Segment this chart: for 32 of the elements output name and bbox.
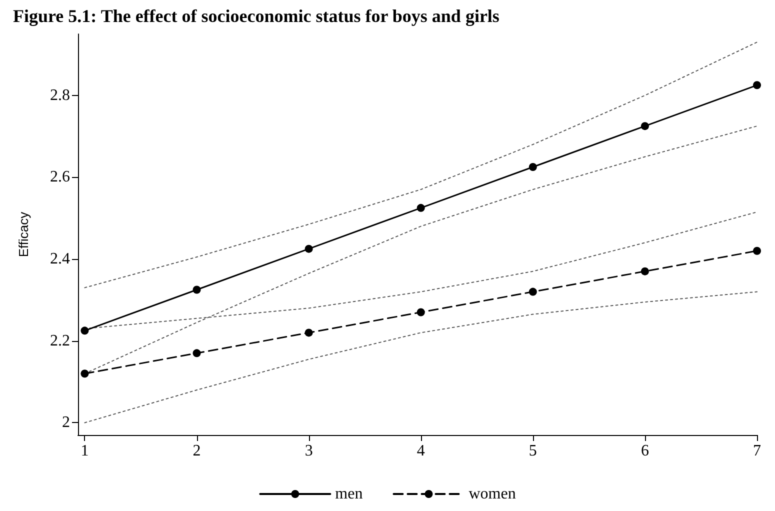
y-axis-title: Efficacy xyxy=(16,211,31,258)
point xyxy=(304,244,313,253)
x-tick-label: 2 xyxy=(192,442,201,460)
line-series xyxy=(84,291,758,424)
chart-title: Figure 5.1: The effect of socioeconomic status for boys and girls xyxy=(13,6,500,26)
point xyxy=(640,267,649,276)
x-tick-label: 3 xyxy=(304,442,313,460)
point xyxy=(304,328,313,337)
x-tick-label: 4 xyxy=(416,442,425,460)
x-tick-label: 6 xyxy=(640,442,649,460)
x-tick-label: 5 xyxy=(528,442,537,460)
point xyxy=(528,288,537,296)
point xyxy=(640,122,649,130)
line-series xyxy=(84,42,758,288)
point xyxy=(416,204,425,212)
y-tick-label: 2.6 xyxy=(50,168,70,186)
point xyxy=(192,349,201,358)
y-tick-label: 2.8 xyxy=(50,86,70,104)
legend-label: women xyxy=(468,486,516,502)
point xyxy=(80,326,89,335)
y-tick-label: 2 xyxy=(62,414,70,432)
y-tick-label: 2.2 xyxy=(50,332,70,350)
y-tick-label: 2.4 xyxy=(50,250,70,268)
point xyxy=(753,246,761,255)
point xyxy=(753,81,761,90)
legend-label: men xyxy=(335,486,363,502)
x-tick-label: 1 xyxy=(80,442,89,460)
point xyxy=(528,162,537,171)
point xyxy=(192,286,201,294)
point xyxy=(80,370,89,378)
x-tick-label: 7 xyxy=(753,442,761,460)
point xyxy=(416,308,425,316)
